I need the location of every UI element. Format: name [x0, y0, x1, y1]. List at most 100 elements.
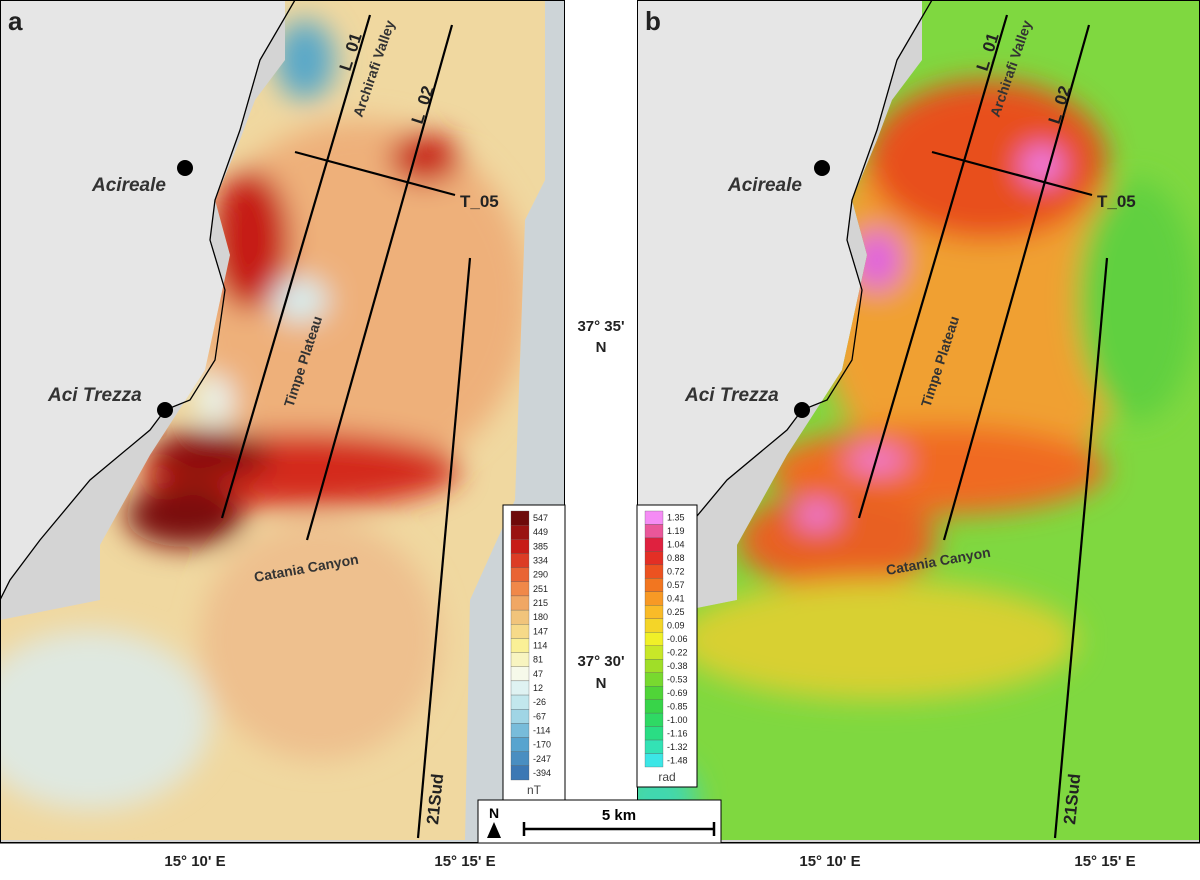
scale-label: 5 km — [602, 807, 636, 824]
colorbar-swatch — [510, 723, 530, 738]
colorbar-swatch — [510, 638, 530, 653]
colorbar-swatch — [510, 567, 530, 582]
scale-bar — [522, 822, 716, 836]
colorbar-label: 290 — [533, 570, 548, 580]
north-label: N — [489, 805, 499, 821]
colorbar-label: -26 — [533, 697, 546, 707]
colorbar-label: 449 — [533, 527, 548, 537]
colorbar-swatch — [510, 680, 530, 696]
colorbar-label: 47 — [533, 669, 543, 679]
colorbar-label: -67 — [533, 711, 546, 721]
colorbar-label: 1.04 — [667, 540, 685, 550]
colorbar-label: 0.72 — [667, 567, 685, 577]
colorbar-swatch — [510, 609, 530, 625]
colorbar-label: -1.32 — [667, 742, 688, 752]
scale-box — [477, 799, 722, 844]
colorbar-label: -394 — [533, 768, 551, 778]
panel-letter: a — [8, 6, 23, 36]
colorbar-swatch — [510, 624, 530, 639]
colorbar-label: 1.35 — [667, 513, 685, 523]
colorbar-label: -1.16 — [667, 728, 688, 738]
colorbars: 547 449 385 334 290 251 215 180 147 114 81 47 12 -26 -… — [502, 504, 698, 801]
map-a — [0, 0, 565, 843]
town-dot — [157, 402, 173, 418]
colorbar-swatch — [510, 553, 530, 568]
lat-label: 37° 35' — [577, 318, 624, 335]
colorbar-label: 1.19 — [667, 526, 685, 536]
lon-label: 15° 10' E — [799, 853, 860, 870]
colorbar-label: 147 — [533, 626, 548, 636]
colorbar-label: -0.22 — [667, 647, 688, 657]
colorbar-swatch — [644, 605, 664, 619]
colorbar-swatch — [510, 765, 530, 781]
town-label: Acireale — [91, 175, 166, 196]
colorbar-label: 0.88 — [667, 553, 685, 563]
profile-lines — [220, 14, 1109, 839]
colorbar-swatch — [644, 564, 664, 579]
colorbar-swatch — [644, 645, 664, 660]
colorbar-label: -170 — [533, 740, 551, 750]
colorbar-swatch — [510, 652, 530, 667]
colorbar-label: 0.09 — [667, 621, 685, 631]
colorbar-label: -0.53 — [667, 674, 688, 684]
colorbar-label: 81 — [533, 655, 543, 665]
town-label: Aci Trezza — [47, 385, 142, 406]
colorbar-swatch — [510, 510, 530, 526]
colorbar-label: -0.38 — [667, 661, 688, 671]
town-dot — [177, 160, 193, 176]
colorbar-swatch — [644, 578, 664, 592]
north-arrow — [487, 822, 501, 838]
lon-label: 15° 10' E — [164, 853, 225, 870]
colorbar-label: -1.48 — [667, 755, 688, 765]
colorbar-swatch — [644, 686, 664, 700]
colorbar-label: 180 — [533, 612, 548, 622]
colorbar-swatch — [510, 694, 530, 710]
town-label: Acireale — [727, 175, 802, 196]
colorbar-label: 114 — [533, 641, 547, 651]
colorbar-swatch — [644, 699, 664, 714]
colorbar-label: 334 — [533, 556, 548, 566]
colorbar-label: 12 — [533, 683, 543, 693]
panel-letter: b — [645, 6, 661, 36]
colorbar-label: -0.06 — [667, 634, 688, 644]
colorbar-swatch — [510, 666, 530, 682]
colorbar-swatch — [644, 739, 664, 754]
map-b — [637, 0, 1200, 843]
colorbar-label: -114 — [533, 725, 550, 735]
colorbar-label: 251 — [533, 584, 548, 594]
colorbar-unit: nT — [527, 783, 542, 797]
profile-label: T_05 — [1097, 192, 1136, 211]
colorbar-unit: rad — [658, 770, 675, 784]
colorbar-swatch — [644, 591, 664, 606]
lat-label: N — [596, 339, 607, 356]
colorbar-swatch — [644, 537, 664, 552]
colorbar-label: -0.69 — [667, 688, 688, 698]
colorbar-swatch — [510, 581, 530, 597]
colorbar-label: -1.00 — [667, 715, 688, 725]
colorbar-swatch — [644, 659, 664, 673]
lon-label: 15° 15' E — [1074, 853, 1135, 870]
colorbar-label: -247 — [533, 754, 551, 764]
town-label: Aci Trezza — [684, 385, 779, 406]
colorbar-swatch — [644, 753, 664, 768]
colorbar-swatch — [644, 632, 664, 646]
colorbar-swatch — [510, 539, 530, 554]
colorbar-swatch — [510, 737, 530, 752]
colorbar-label: 547 — [533, 513, 548, 523]
colorbar-swatch — [644, 726, 664, 741]
town-dot — [814, 160, 830, 176]
colorbar-swatch — [644, 524, 664, 539]
lon-label: 15° 15' E — [434, 853, 495, 870]
profile-label: T_05 — [460, 192, 499, 211]
lat-label: N — [596, 675, 607, 692]
colorbar-swatch — [510, 751, 530, 766]
colorbar-label: 0.41 — [667, 594, 685, 604]
colorbar-label: 0.57 — [667, 580, 685, 590]
colorbar-swatch — [644, 510, 664, 525]
colorbar-swatch — [510, 525, 530, 540]
lat-label: 37° 30' — [577, 653, 624, 670]
colorbar-label: -0.85 — [667, 701, 688, 711]
colorbar-swatch — [510, 595, 530, 611]
